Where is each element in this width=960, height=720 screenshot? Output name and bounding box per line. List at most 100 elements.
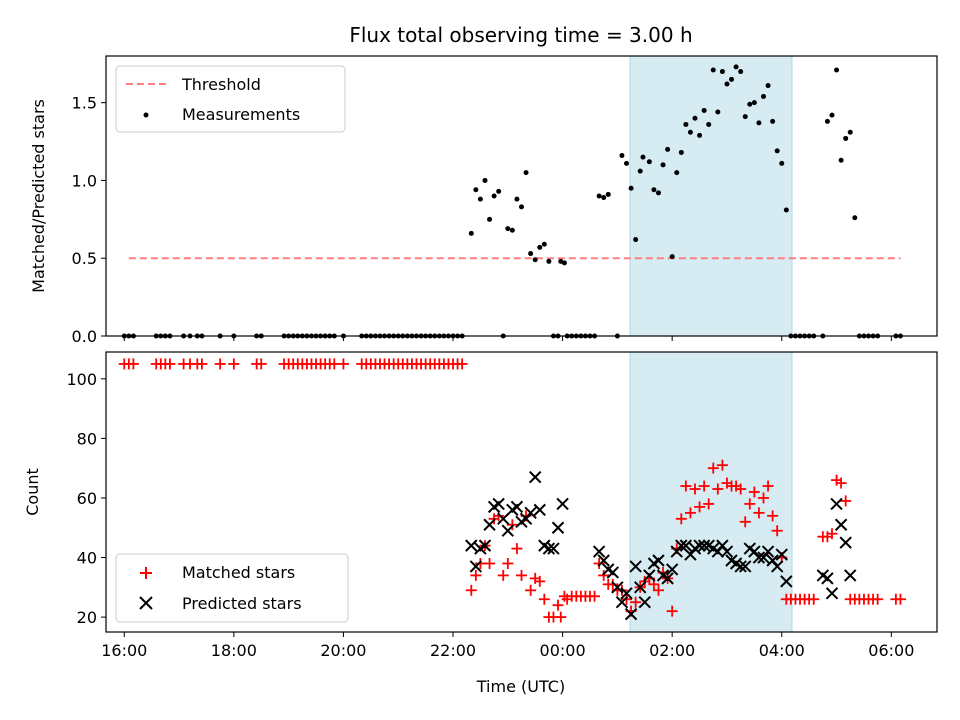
measurement-point [601,195,607,201]
bottom-axes-frame [105,351,938,633]
matched-stars-point [511,543,523,555]
predicted-stars-point [834,518,848,531]
predicted-stars-point [752,551,766,564]
predicted-stars-point [611,581,624,594]
predicted-stars-point [720,545,734,558]
top-legend: Threshold Measurements [115,65,346,133]
predicted-stars-point [761,545,775,558]
top-y-axis-label: Matched/Predicted stars [29,99,48,293]
measurement-point [637,168,643,174]
measurement-point [646,159,652,165]
x-tick-label: 04:00 [759,641,805,660]
measurement-point [706,121,712,127]
predicted-stars-point [547,542,560,555]
predicted-stars-point [483,518,496,531]
predicted-stars-point [679,539,693,552]
matched-stars-point [525,584,537,596]
measurement-point [724,81,730,87]
predicted-stars-point [697,539,711,552]
predicted-stars-point [825,587,839,600]
predicted-stars-point [821,572,834,585]
predicted-stars-point [469,560,483,573]
measurement-point [701,107,707,113]
predicted-stars-point [524,506,537,520]
measurement-point [824,118,830,124]
predicted-stars-point [620,587,633,600]
measurement-point [468,230,474,236]
measurement-point [546,258,552,264]
legend-entry-matched-stars: Matched stars [182,563,295,582]
measurement-point [738,69,744,75]
x-tick-label: 06:00 [868,641,914,660]
matched-stars-point [255,358,267,370]
matched-stars-point [757,492,769,504]
matched-stars-point [689,483,701,495]
matched-stars-point [228,358,240,370]
bottom-y-tick-label: 80 [77,429,97,448]
predicted-stars-point [501,524,515,537]
measurement-point [605,191,611,197]
predicted-stars-point [634,581,647,594]
measurement-point [651,187,657,193]
matched-stars-point [516,569,527,581]
measurement-point [838,157,844,163]
predicted-stars-point [844,569,857,582]
matched-stars-point [465,584,477,596]
measurement-point [487,216,493,222]
predicted-stars-point [556,497,569,511]
matched-stars-point [771,525,783,537]
predicted-stars-point [638,596,651,609]
matched-stars-point [753,507,765,519]
x-tick-label: 00:00 [540,641,586,660]
measurement-point [496,188,502,194]
predicted-stars-point [528,470,542,484]
measurement-point [747,101,753,107]
matched-stars-point [712,483,724,495]
matched-stars-point [666,605,678,617]
matched-stars-point [630,596,642,608]
measurement-point [756,120,762,126]
chart-title: Flux total observing time = 3.00 h [349,23,692,47]
measurement-point [628,185,634,191]
bottom-y-tick-label: 60 [77,489,97,508]
matched-stars-point [337,358,349,370]
measurement-point [770,118,776,124]
matched-stars-point [196,358,208,370]
matched-stars-point [707,462,719,474]
measurement-point [729,76,735,82]
matched-stars-point [694,501,706,513]
bottom-marks [118,358,906,623]
x-tick-label: 22:00 [430,641,476,660]
matched-stars-point [607,578,619,590]
measurement-point [683,121,689,127]
predicted-stars-point [542,542,556,555]
matched-stars-point [739,516,751,528]
top-y-tick-label: 1.5 [72,94,97,113]
legend-entry-threshold: Threshold [181,75,261,94]
measurement-point [482,177,488,183]
measurement-point [523,170,529,176]
legend-entry-predicted-stars: Predicted stars [182,594,302,613]
predicted-stars-point [615,596,629,609]
predicted-stars-point [629,560,642,573]
top-axes-frame [105,55,938,337]
matched-stars-point [534,575,546,587]
matched-stars-point [698,480,710,492]
matched-stars-point [497,569,509,581]
x-tick-label: 02:00 [649,641,695,660]
measurement-point [624,160,630,166]
matched-stars-point [744,498,756,510]
measurement-point [491,193,497,199]
top-y-tick-label: 1.0 [72,171,97,190]
matched-stars-point [872,593,884,605]
measurement-point [733,64,739,70]
matched-stars-point [675,513,687,525]
matched-stars-point [616,584,628,596]
measurements-legend-marker [143,112,149,118]
predicted-stars-point [739,560,752,573]
predicted-stars-point [780,575,793,588]
matched-stars-point [555,611,567,623]
matched-stars-point [716,459,728,471]
bottom-legend-box [115,553,349,623]
